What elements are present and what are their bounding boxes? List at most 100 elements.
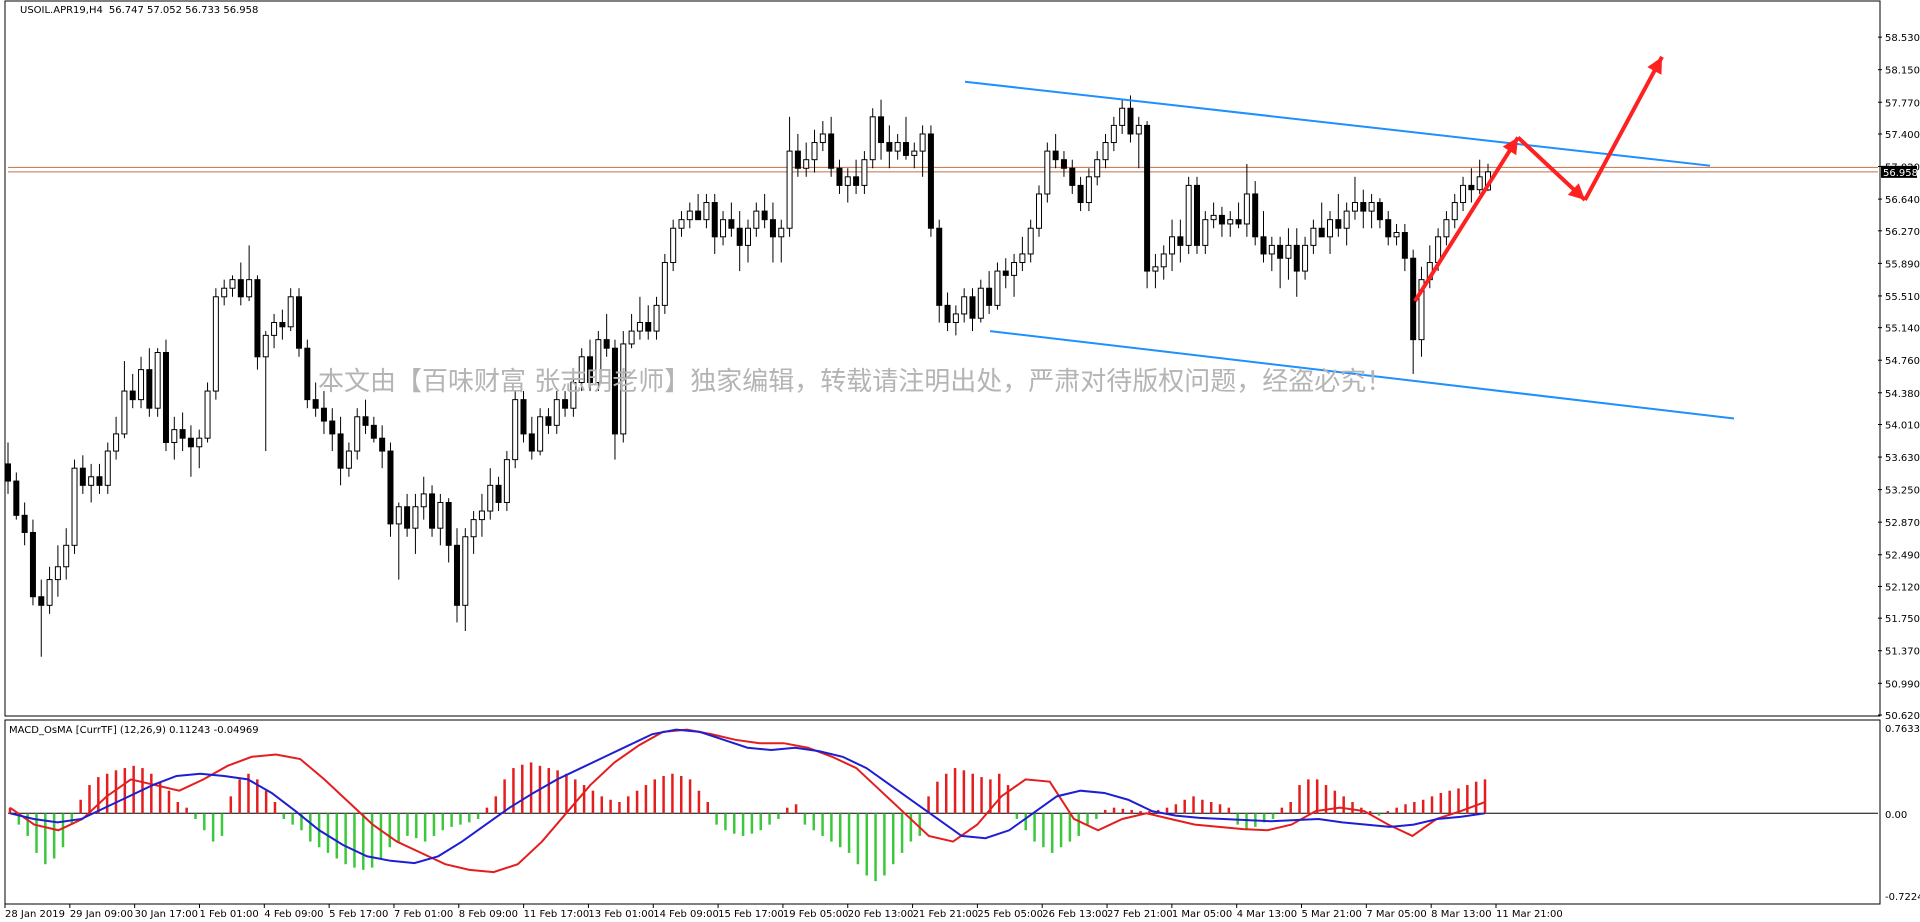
- candle: [404, 493, 411, 537]
- x-tick-label: 5 Mar 21:00: [1302, 909, 1362, 920]
- candle-body: [745, 227, 751, 246]
- symbol-label: USOIL.APR19,H4 56.747 57.052 56.733 56.95…: [20, 5, 258, 16]
- candle-body: [844, 176, 851, 186]
- candle-body: [927, 133, 934, 229]
- candle: [362, 399, 369, 434]
- candle: [661, 253, 668, 314]
- candle: [379, 425, 386, 469]
- candle: [711, 193, 718, 254]
- candle: [1036, 185, 1043, 237]
- candle-body: [936, 227, 943, 306]
- candle-body: [645, 322, 652, 332]
- candle-body: [304, 347, 311, 401]
- candle: [237, 262, 244, 306]
- candle-body: [437, 501, 444, 529]
- candle-body: [969, 296, 976, 319]
- candle: [587, 339, 594, 392]
- candle-body: [246, 279, 253, 298]
- x-tick-label: 1 Feb 01:00: [199, 909, 258, 920]
- candle-body: [462, 536, 469, 606]
- candle-body: [703, 202, 710, 221]
- candle: [129, 373, 136, 409]
- candle: [304, 339, 311, 409]
- candle-body: [1077, 184, 1084, 204]
- y-tick-label: 54.760: [1885, 356, 1920, 367]
- x-tick-label: 15 Feb 17:00: [718, 909, 784, 920]
- candle-body: [171, 429, 178, 443]
- candle: [778, 219, 785, 263]
- candle-body: [221, 287, 228, 298]
- candle-body: [5, 463, 11, 482]
- candle: [63, 528, 70, 580]
- candle: [1285, 228, 1292, 280]
- main-pane: [4, 0, 1881, 717]
- candle: [653, 296, 660, 340]
- candle: [96, 463, 103, 494]
- candle: [395, 502, 402, 580]
- candle-body: [562, 399, 569, 409]
- candle-body: [1110, 124, 1117, 144]
- candle: [603, 313, 610, 357]
- arrow-down-leg-head: [1567, 183, 1585, 200]
- candle-body: [1327, 219, 1334, 238]
- candle: [986, 271, 993, 314]
- candle: [146, 348, 153, 417]
- candle: [21, 502, 28, 546]
- channel-upper: [964, 80, 1711, 167]
- candle: [745, 219, 751, 263]
- candle-body: [312, 399, 319, 409]
- time-axis: 28 Jan 2019 29 Jan 09:00 30 Jan 17:00 1 Feb…: [4, 904, 1563, 920]
- candle: [1169, 219, 1176, 272]
- candle-body: [869, 116, 876, 161]
- candle-body: [154, 352, 161, 409]
- candle: [1260, 211, 1267, 263]
- candle-body: [811, 142, 818, 161]
- y-tick-label: 50.990: [1885, 679, 1920, 690]
- candle-body: [1401, 232, 1408, 259]
- candle: [1368, 193, 1375, 229]
- candle: [1460, 176, 1467, 212]
- candle-body: [179, 429, 186, 439]
- y-tick-label: 56.270: [1885, 227, 1920, 238]
- candle-body: [362, 416, 369, 426]
- candle-body: [620, 343, 627, 435]
- candle-body: [1160, 253, 1167, 268]
- candle-body: [113, 433, 120, 452]
- candle: [337, 416, 344, 486]
- candle-body: [503, 459, 510, 503]
- arrow-up-leg: [1413, 136, 1520, 303]
- candle: [1019, 236, 1026, 272]
- candle: [911, 142, 918, 169]
- candle: [187, 425, 194, 477]
- candle: [578, 348, 585, 392]
- candle: [1127, 95, 1134, 143]
- candle: [1193, 176, 1200, 254]
- candle: [670, 219, 677, 272]
- candle-body: [412, 506, 419, 529]
- candle-body: [38, 596, 45, 606]
- candle-body: [1376, 202, 1383, 221]
- candle-body: [1060, 159, 1067, 169]
- candle-body: [354, 416, 361, 452]
- candle-body: [453, 544, 460, 606]
- candle-body: [29, 531, 36, 598]
- candle: [445, 498, 452, 563]
- candle-body: [121, 390, 128, 435]
- candle: [686, 202, 693, 229]
- x-tick-label: 13 Feb 01:00: [588, 909, 654, 920]
- symbol-name: USOIL.APR19,H4: [20, 5, 103, 16]
- candle-body: [828, 133, 835, 169]
- candle-body: [395, 506, 402, 525]
- candle-body: [553, 399, 560, 426]
- candle-body: [1468, 184, 1475, 191]
- candle-body: [545, 416, 552, 426]
- candle-body: [686, 210, 693, 221]
- candle-body: [961, 296, 968, 315]
- candle-body: [794, 150, 801, 169]
- candle: [470, 511, 477, 554]
- x-tick-label: 28 Jan 2019: [5, 909, 65, 920]
- candle-body: [46, 579, 53, 606]
- candle: [761, 193, 768, 229]
- candle-body: [196, 437, 203, 448]
